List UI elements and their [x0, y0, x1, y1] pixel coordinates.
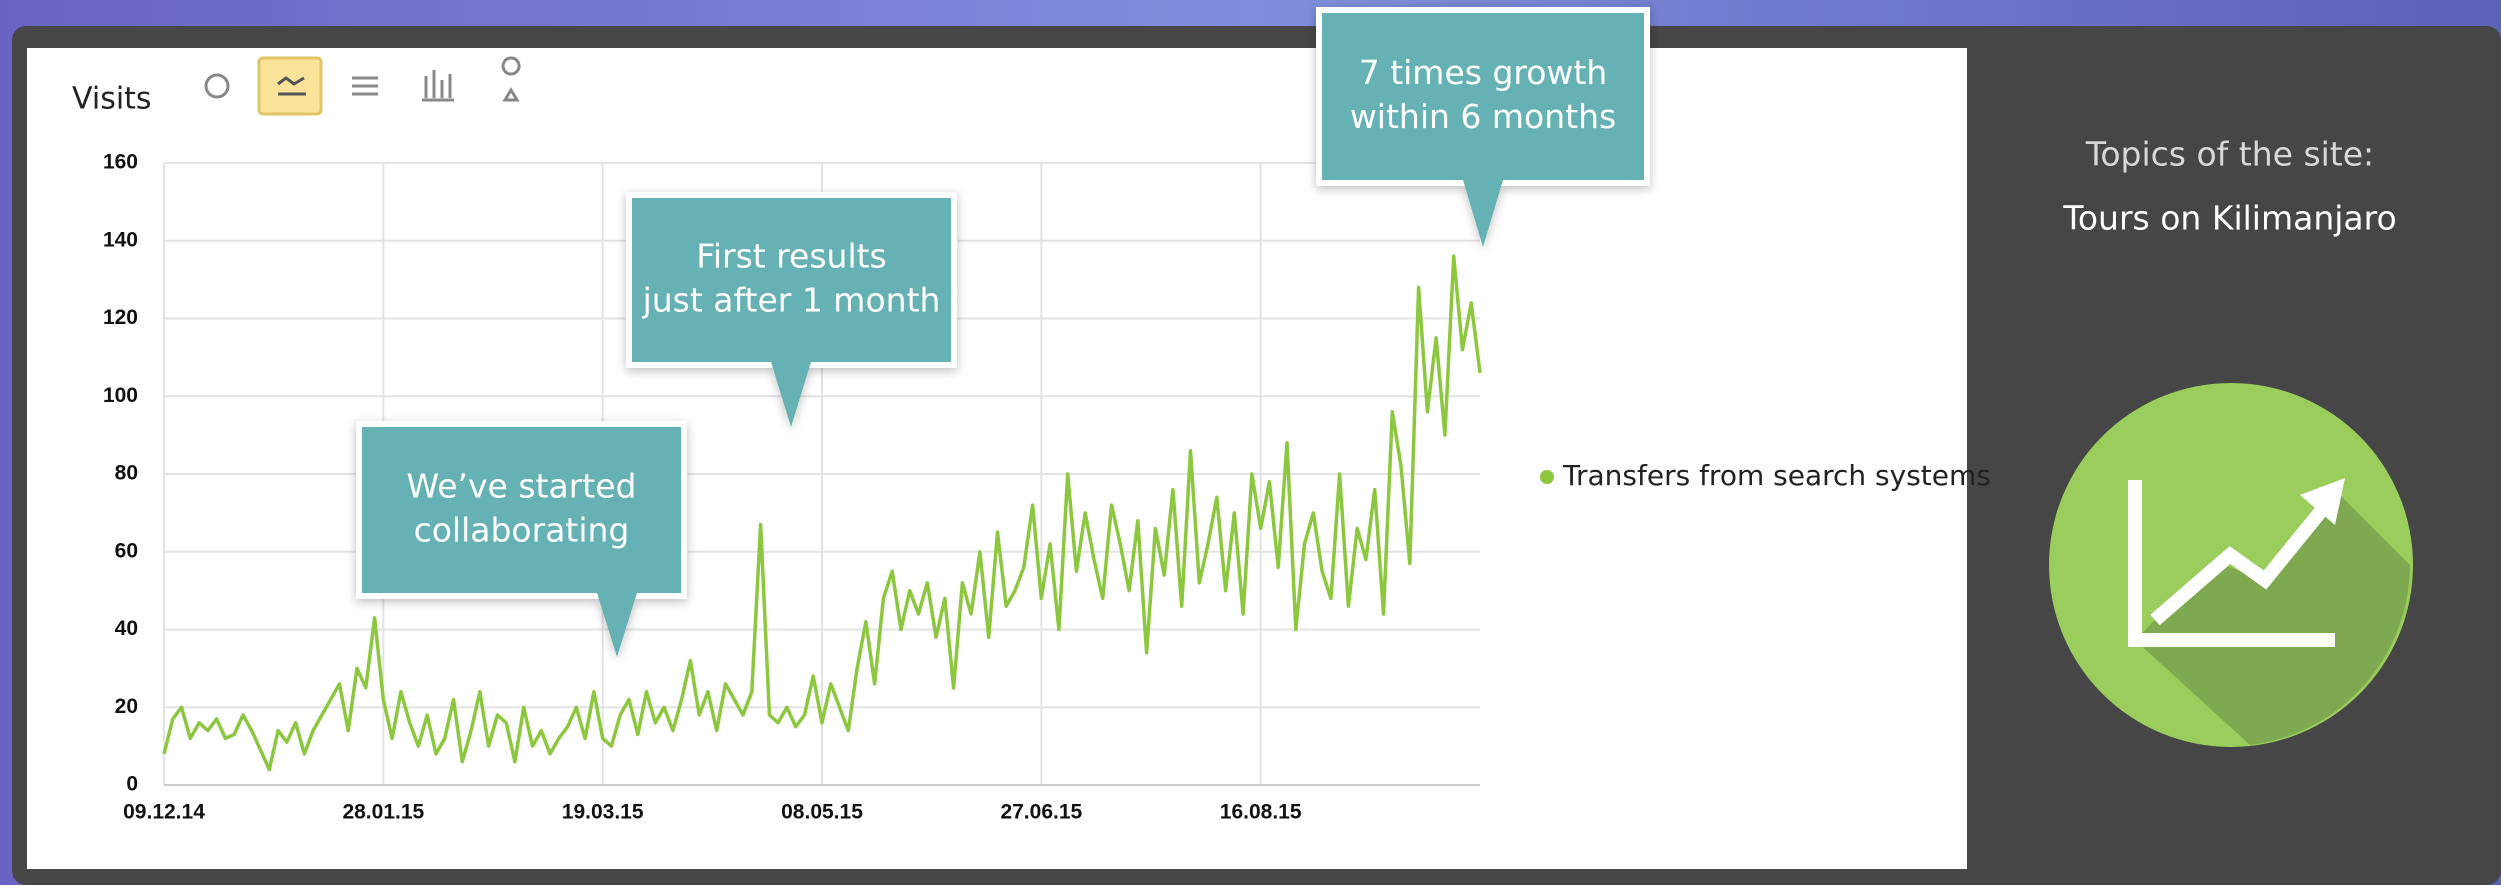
line-icon — [277, 76, 306, 96]
callout-text: within 6 months — [1350, 97, 1616, 136]
y-tick-label: 100 — [103, 384, 138, 407]
callout-fill — [632, 198, 951, 362]
series-line — [162, 254, 1482, 772]
y-tick-label: 0 — [126, 773, 138, 796]
callout-pointer — [1463, 180, 1503, 247]
legend-marker — [1540, 470, 1554, 484]
callout-pointer — [597, 593, 637, 657]
y-tick-label: 160 — [103, 151, 138, 174]
callout: 7 times growth within 6 months — [1316, 7, 1650, 247]
map-icon[interactable] — [501, 56, 521, 102]
growth-icon — [2049, 383, 2413, 747]
callout: First results just after 1 month — [626, 192, 957, 427]
sidebar-topic: Tours on Kilimanjaro — [2062, 199, 2396, 238]
callout: We’ve started collaborating — [356, 421, 687, 657]
plot: 0 20 40 60 80 100 120 140 160 09.12.14 28.01.15 19.… — [103, 151, 1482, 824]
y-tick-label: 120 — [103, 306, 138, 329]
callout-text: 7 times growth — [1359, 53, 1608, 92]
toolbar — [204, 56, 521, 116]
y-tick-label: 40 — [115, 617, 138, 640]
x-tick-label: 27.06.15 — [1000, 801, 1082, 824]
pie-icon[interactable] — [204, 73, 230, 99]
callout-fill — [362, 427, 681, 593]
bar-icon[interactable] — [422, 70, 454, 102]
x-tick-label: 19.03.15 — [562, 801, 644, 824]
x-tick-label: 08.05.15 — [781, 801, 863, 824]
sidebar-heading: Topics of the site: — [2085, 135, 2374, 174]
area-icon[interactable] — [352, 76, 378, 96]
y-tick-label: 60 — [115, 539, 138, 562]
callout-text: just after 1 month — [642, 281, 941, 320]
callout-text: We’ve started — [407, 467, 637, 506]
callout-text: First results — [696, 237, 887, 276]
x-tick-label: 09.12.14 — [123, 801, 205, 824]
x-tick-label: 16.08.15 — [1220, 801, 1302, 824]
callout-pointer — [771, 362, 811, 427]
y-tick-label: 80 — [115, 462, 138, 485]
callout-text: collaborating — [414, 511, 630, 550]
y-tick-label: 20 — [115, 695, 138, 718]
legend-label: Transfers from search systems — [1562, 459, 1991, 492]
callout-fill — [1322, 13, 1644, 180]
x-tick-label: 28.01.15 — [342, 801, 424, 824]
line-icon-active[interactable] — [257, 56, 323, 116]
y-axis-title: Visits — [72, 82, 152, 117]
y-tick-label: 140 — [103, 228, 138, 251]
